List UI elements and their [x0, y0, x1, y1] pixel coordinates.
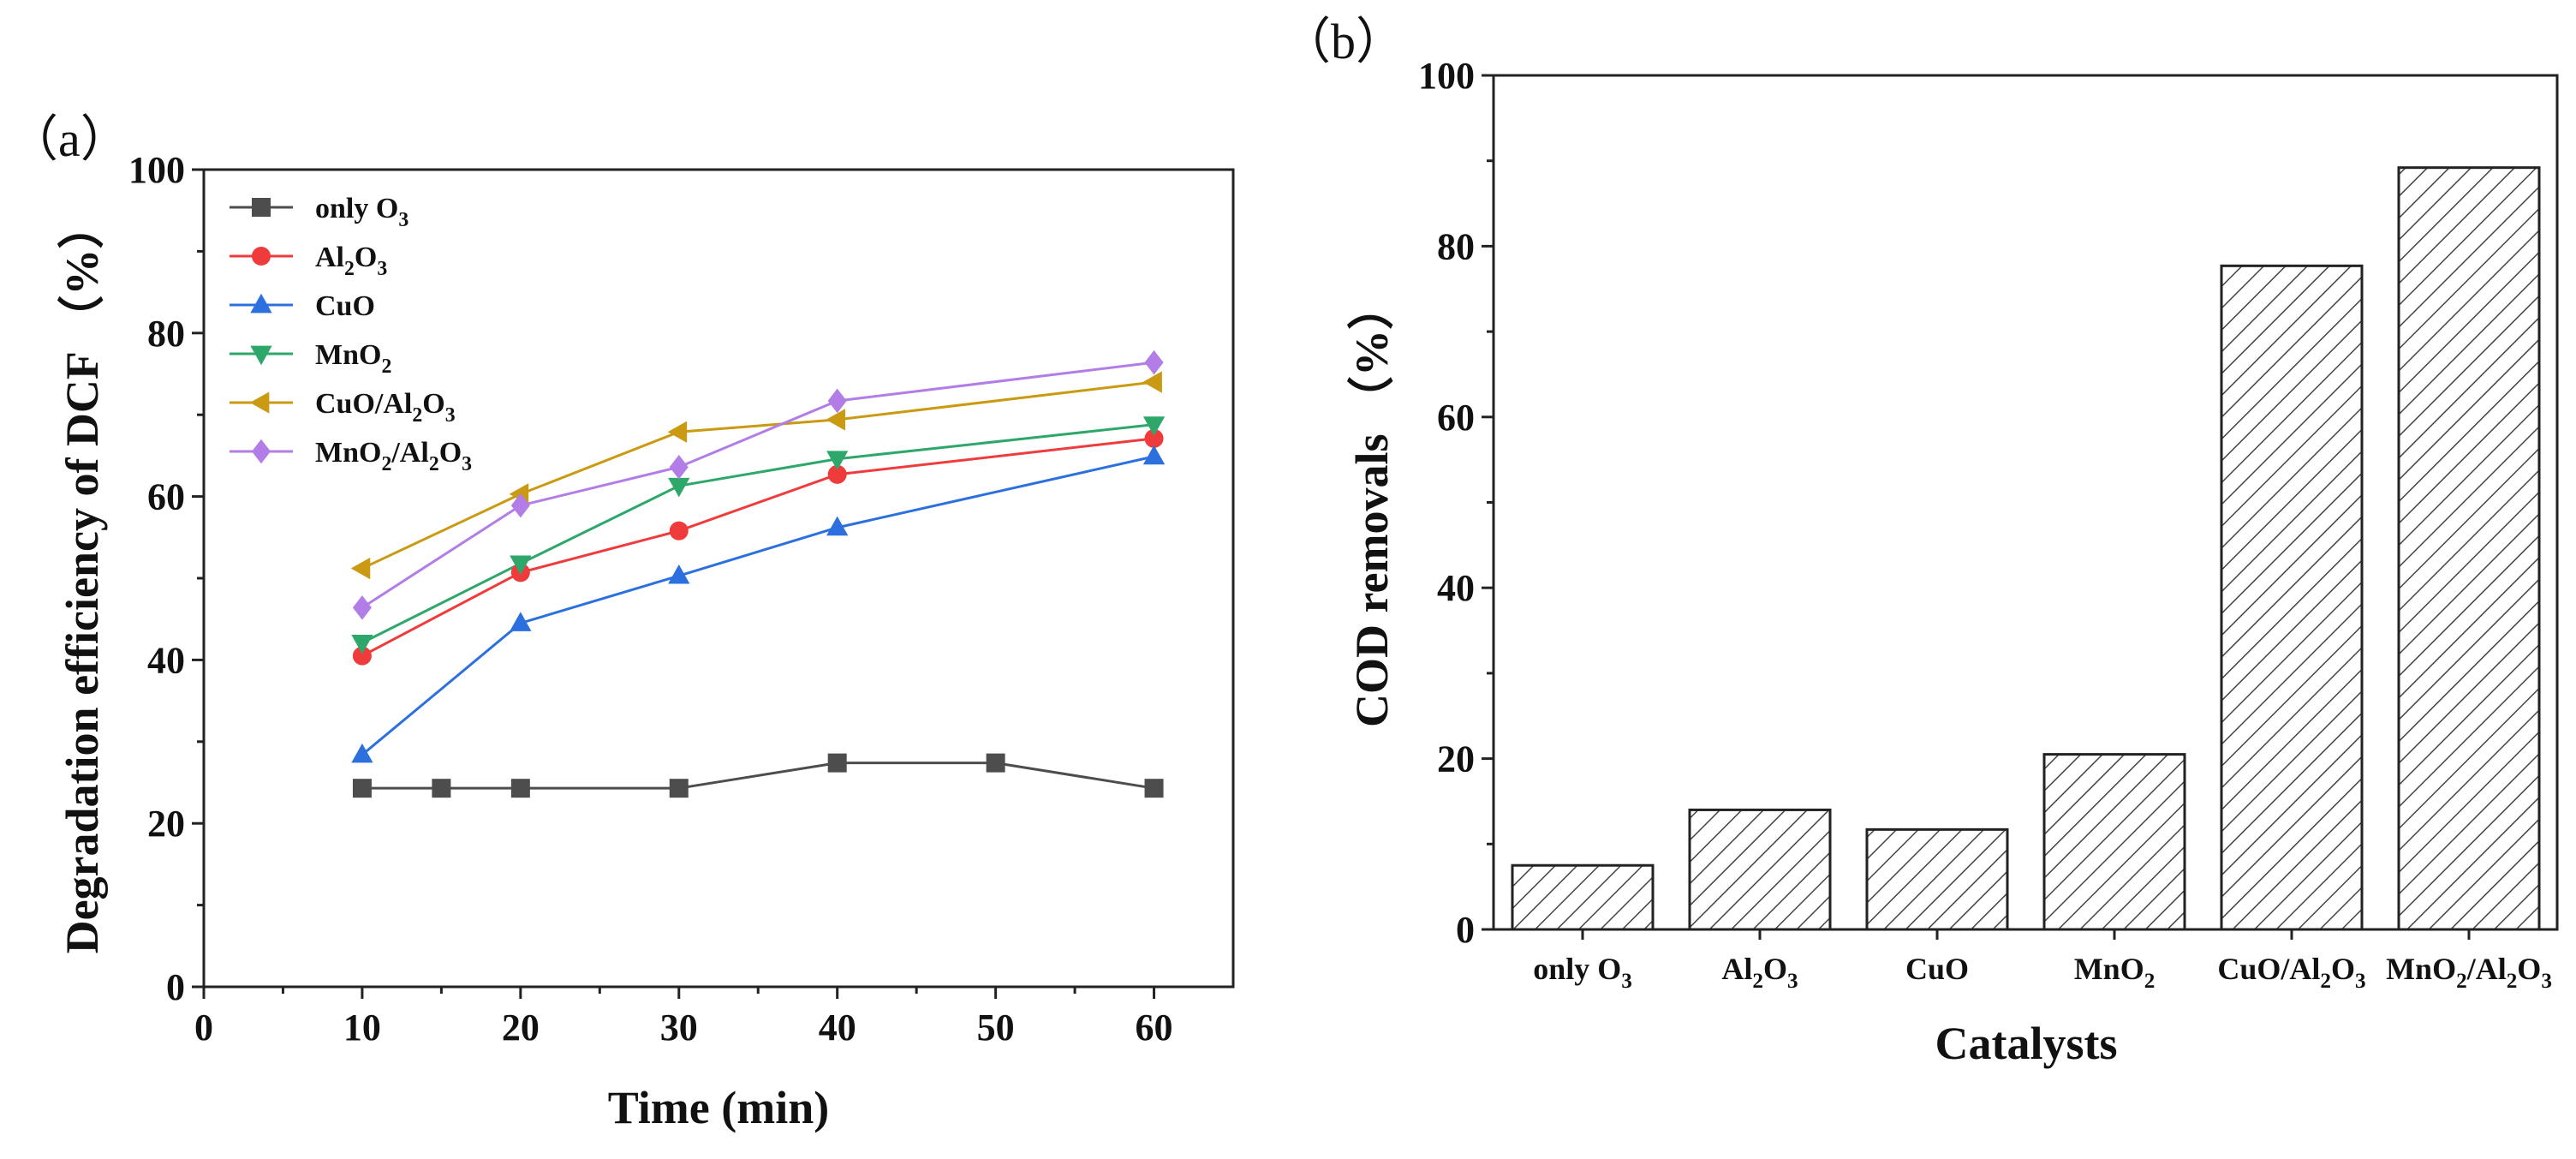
- series-line-only-o3: [361, 762, 1154, 790]
- panel-b-bar-chart: （b） 0 20 40 60 80 100 only O3 Al2O3 CuO MnO2 CuO/A…: [1281, 14, 2559, 1069]
- panel-a-legend: only O3 Al2O3 CuO MnO2 CuO/Al2O3 MnO2/Al2O3: [230, 193, 472, 475]
- category-label-only-o3: only O3: [1533, 952, 1632, 993]
- bar-mno2-al2o3: [2397, 166, 2541, 931]
- y-tick-label: 60: [1437, 397, 1475, 439]
- category-label-al2o3: Al2O3: [1721, 952, 1798, 993]
- legend-label-mno2: MnO2: [315, 339, 391, 378]
- data-point-cuo: [668, 564, 690, 584]
- legend-label-only-o3: only O3: [315, 193, 408, 231]
- legend-marker-cuo-al2o3: [249, 391, 270, 414]
- data-point-mno2: [1142, 416, 1166, 436]
- data-point-cuo-al2o3: [667, 421, 688, 443]
- y-tick-label: 0: [1456, 909, 1475, 951]
- bar-only-o3: [1511, 863, 1655, 931]
- bar-cuo: [1865, 827, 2009, 931]
- panel-a-line-chart: （a） 0 10 20 30 40 50 60 0 20 40 60 80 100 only O3 Al2…: [9, 111, 1235, 1133]
- category-label-mno2-al2o3: MnO2/Al2O3: [2386, 952, 2552, 993]
- panel-a-series-markers: [350, 349, 1166, 798]
- data-point-mno2-al2o3: [1144, 349, 1164, 375]
- data-point-cuo: [351, 743, 373, 763]
- data-point-al2o3: [1144, 428, 1164, 448]
- data-point-mno2-al2o3: [510, 493, 530, 518]
- bar-cuo-al2o3: [2220, 264, 2364, 931]
- panel-b-axis-ticks: 0 20 40 60 80 100 only O3 Al2O3 CuO MnO2 CuO/Al2O3…: [1418, 55, 2552, 993]
- legend-label-cuo: CuO: [315, 290, 375, 322]
- data-point-only-o3: [669, 779, 689, 798]
- data-point-cuo-al2o3: [350, 557, 371, 580]
- data-point-al2o3: [352, 646, 372, 666]
- data-point-mno2: [510, 555, 532, 576]
- legend-marker-mno2-al2o3: [252, 439, 271, 464]
- y-tick-label: 0: [166, 966, 185, 1008]
- y-tick-label: 100: [128, 149, 185, 191]
- series-line-mno2-al2o3: [361, 361, 1154, 609]
- data-point-only-o3: [986, 753, 1005, 773]
- bar-al2o3: [1688, 808, 1832, 931]
- panel-a-label: （a）: [9, 111, 130, 167]
- y-tick-label: 20: [1437, 738, 1475, 780]
- data-point-mno2: [826, 451, 849, 470]
- series-line-cuo-al2o3: [361, 380, 1154, 570]
- data-point-cuo-al2o3: [1142, 371, 1162, 393]
- panel-a-x-axis-title: Time (min): [608, 1082, 829, 1133]
- data-point-mno2-al2o3: [827, 388, 847, 414]
- data-point-cuo: [826, 516, 849, 536]
- legend-marker-mno2: [250, 345, 272, 366]
- data-point-mno2-al2o3: [669, 454, 689, 480]
- y-tick-label: 40: [1437, 567, 1475, 609]
- data-point-only-o3: [432, 779, 451, 798]
- category-label-mno2: MnO2: [2074, 952, 2156, 993]
- x-tick-label: 40: [819, 1007, 856, 1048]
- category-label-cuo: CuO: [1905, 952, 1969, 986]
- y-tick-label: 80: [1437, 225, 1475, 267]
- y-tick-label: 100: [1418, 55, 1475, 97]
- y-tick-label: 40: [147, 639, 185, 681]
- series-line-al2o3: [361, 437, 1154, 657]
- data-point-cuo: [1142, 445, 1166, 465]
- data-point-mno2-al2o3: [352, 595, 372, 620]
- x-tick-label: 0: [194, 1007, 213, 1048]
- data-point-cuo-al2o3: [826, 409, 846, 431]
- category-label-cuo-al2o3: CuO/Al2O3: [2217, 952, 2365, 993]
- series-line-cuo: [361, 455, 1154, 756]
- data-point-cuo: [510, 612, 532, 631]
- y-tick-label: 60: [147, 476, 185, 518]
- legend-marker-cuo: [250, 293, 272, 314]
- legend-label-cuo-al2o3: CuO/Al2O3: [315, 388, 456, 427]
- data-point-only-o3: [510, 779, 530, 798]
- bar-mno2: [2042, 753, 2186, 931]
- data-point-only-o3: [352, 779, 372, 798]
- panel-b-bars: [1511, 166, 2541, 931]
- y-tick-label: 80: [147, 313, 185, 355]
- series-line-mno2: [361, 423, 1154, 644]
- x-tick-label: 20: [502, 1007, 540, 1048]
- data-point-only-o3: [827, 753, 847, 773]
- x-tick-label: 10: [343, 1007, 381, 1048]
- data-point-al2o3: [827, 464, 847, 484]
- legend-marker-only-o3: [252, 198, 271, 217]
- legend-label-mno2-al2o3: MnO2/Al2O3: [315, 437, 472, 475]
- x-tick-label: 60: [1136, 1007, 1173, 1048]
- y-tick-label: 20: [147, 803, 185, 845]
- x-tick-label: 50: [977, 1007, 1015, 1048]
- panel-a-axis-ticks: 0 10 20 30 40 50 60 0 20 40 60 80 100: [128, 149, 1173, 1048]
- panel-b-x-axis-title: Catalysts: [1935, 1018, 2118, 1069]
- legend-marker-al2o3: [252, 247, 271, 266]
- data-point-al2o3: [669, 521, 689, 541]
- data-point-mno2: [668, 477, 690, 498]
- panel-b-y-axis-title: COD removals （%）: [1346, 284, 1398, 727]
- x-tick-label: 30: [660, 1007, 698, 1048]
- data-point-mno2: [351, 635, 373, 654]
- panel-b-label: （b）: [1281, 14, 1405, 69]
- data-point-only-o3: [1144, 779, 1164, 798]
- panel-a-series-lines: [361, 361, 1154, 790]
- panel-a-y-axis-title: Degradation efficiency of DCF （%）: [57, 203, 108, 954]
- legend-label-al2o3: Al2O3: [315, 242, 387, 280]
